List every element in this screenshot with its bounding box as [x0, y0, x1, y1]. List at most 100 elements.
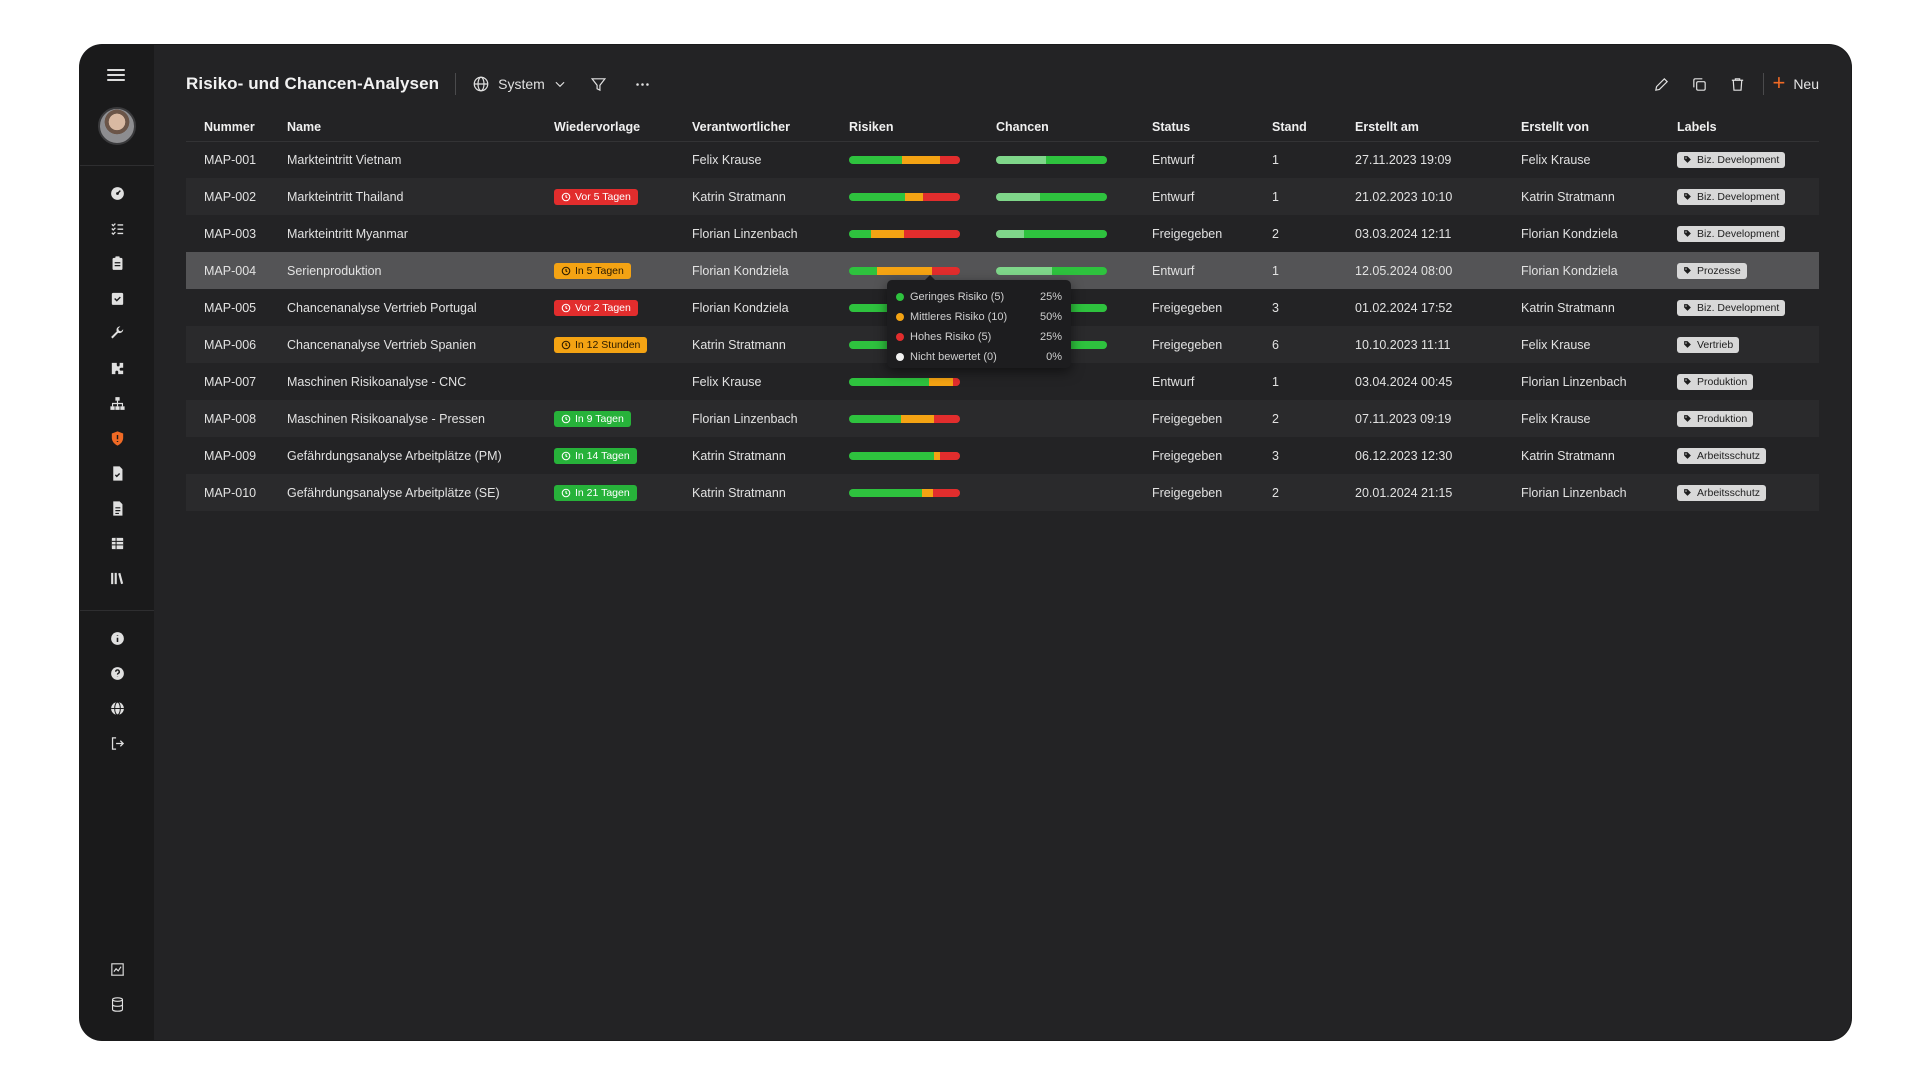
cell-labels: Biz. Development: [1677, 215, 1819, 252]
more-button[interactable]: [631, 72, 655, 96]
cell-chances: [996, 141, 1152, 178]
sidebar-item-checklist[interactable]: [100, 211, 134, 246]
sidebar-item-chart[interactable]: [100, 952, 134, 987]
column-header[interactable]: Labels: [1677, 114, 1819, 142]
label-chip[interactable]: Biz. Development: [1677, 188, 1786, 205]
scope-dropdown[interactable]: System: [472, 75, 567, 93]
filter-button[interactable]: [587, 72, 611, 96]
cell-created-by: Katrin Stratmann: [1521, 448, 1615, 463]
menu-icon[interactable]: [107, 67, 127, 83]
cell-status: Freigegeben: [1152, 474, 1272, 511]
table-row[interactable]: MAP-009 Gefährdungsanalyse Arbeitplätze (…: [186, 437, 1819, 474]
help-icon: [110, 667, 124, 680]
cell-number: MAP-003: [204, 226, 257, 241]
cell-risks: [849, 215, 996, 252]
table-row[interactable]: MAP-007 Maschinen Risikoanalyse - CNC Feli…: [186, 363, 1819, 400]
label-chip[interactable]: Arbeitsschutz: [1677, 484, 1767, 501]
cell-created-at: 03.04.2024 00:45: [1355, 374, 1453, 389]
risk-bar[interactable]: [849, 266, 960, 275]
sidebar-item-info[interactable]: [100, 621, 134, 656]
new-button[interactable]: + Neu: [1772, 72, 1819, 94]
sidebar-item-sitemap[interactable]: [100, 386, 134, 421]
sidebar-item-file-text[interactable]: [100, 491, 134, 526]
chance-bar[interactable]: [996, 229, 1107, 238]
table-row[interactable]: MAP-008 Maschinen Risikoanalyse - Pressen…: [186, 400, 1819, 437]
chance-bar[interactable]: [996, 266, 1107, 275]
copy-button[interactable]: [1687, 72, 1711, 96]
sidebar-item-calendar-check[interactable]: [100, 281, 134, 316]
sidebar-item-file-check[interactable]: [100, 456, 134, 491]
risk-bar[interactable]: [849, 414, 960, 423]
label-chip[interactable]: Vertrieb: [1677, 336, 1740, 353]
cell-number: MAP-009: [204, 448, 257, 463]
cell-labels: Prozesse: [1677, 252, 1819, 289]
file-text-icon: [112, 501, 122, 516]
sidebar-item-globe[interactable]: [100, 691, 134, 726]
followup-badge: In 12 Stunden: [554, 336, 648, 353]
label-chip[interactable]: Produktion: [1677, 373, 1754, 390]
label-text: Biz. Development: [1697, 153, 1780, 166]
label-chip[interactable]: Biz. Development: [1677, 225, 1786, 242]
toolbar: Risiko- und Chancen-Analysen System: [186, 67, 1819, 101]
cell-number: MAP-007: [204, 374, 257, 389]
followup-text: Vor 2 Tagen: [575, 301, 631, 314]
label-chip[interactable]: Arbeitsschutz: [1677, 447, 1767, 464]
risk-bar[interactable]: [849, 229, 960, 238]
column-header[interactable]: Verantwortlicher: [692, 114, 849, 142]
sidebar-item-puzzle[interactable]: [100, 351, 134, 386]
risk-high-segment: [904, 229, 960, 238]
column-header[interactable]: Status: [1152, 114, 1272, 142]
sidebar-item-clipboard[interactable]: [100, 246, 134, 281]
label-chip[interactable]: Produktion: [1677, 410, 1754, 427]
chance-bar[interactable]: [996, 155, 1107, 164]
edit-button[interactable]: [1649, 72, 1673, 96]
sidebar-item-logout[interactable]: [100, 726, 134, 761]
table-row[interactable]: MAP-003 Markteintritt Myanmar Florian Linz…: [186, 215, 1819, 252]
library-icon: [110, 572, 123, 585]
cell-followup: Vor 2 Tagen: [554, 289, 692, 326]
tooltip-percent: 25%: [1039, 331, 1062, 343]
sidebar-item-table[interactable]: [100, 526, 134, 561]
sidebar-item-help[interactable]: [100, 656, 134, 691]
column-header[interactable]: Stand: [1272, 114, 1355, 142]
risk-bar[interactable]: [849, 377, 960, 386]
trash-icon: [1731, 77, 1744, 91]
column-header[interactable]: Erstellt von: [1521, 114, 1677, 142]
table-row[interactable]: MAP-001 Markteintritt Vietnam Felix Krause…: [186, 141, 1819, 178]
risk-bar[interactable]: [849, 488, 960, 497]
cell-created-at: 27.11.2023 19:09: [1355, 152, 1452, 167]
sidebar-item-library[interactable]: [100, 561, 134, 596]
cell-labels: Arbeitsschutz: [1677, 474, 1819, 511]
table-row[interactable]: MAP-004 Serienproduktion In 5 Tagen Florian…: [186, 252, 1819, 289]
chance-bar[interactable]: [996, 192, 1107, 201]
label-chip[interactable]: Prozesse: [1677, 262, 1747, 279]
table-row[interactable]: MAP-002 Markteintritt Thailand Vor 5 Tagen…: [186, 178, 1819, 215]
table-header-row: Nummer Name Wiedervorlage Verantwortlicher R…: [186, 114, 1819, 142]
sidebar-divider: [80, 165, 154, 166]
avatar[interactable]: [98, 107, 136, 145]
risk-bar[interactable]: [849, 451, 960, 460]
column-header[interactable]: Chancen: [996, 114, 1152, 142]
column-header[interactable]: Risiken: [849, 114, 996, 142]
chance-high-segment: [1045, 155, 1107, 164]
risk-high-segment: [934, 414, 960, 423]
sidebar-item-wrench[interactable]: [100, 316, 134, 351]
sidebar-item-dashboard[interactable]: [100, 176, 134, 211]
table-row[interactable]: MAP-005 Chancenanalyse Vertrieb Portugal V…: [186, 289, 1819, 326]
label-chip[interactable]: Biz. Development: [1677, 151, 1786, 168]
table-row[interactable]: MAP-010 Gefährdungsanalyse Arbeitplätze (…: [186, 474, 1819, 511]
label-chip[interactable]: Biz. Development: [1677, 299, 1786, 316]
tag-icon: [1684, 193, 1691, 200]
cell-name: Maschinen Risikoanalyse - CNC: [287, 374, 467, 389]
sidebar-item-database[interactable]: [100, 987, 134, 1022]
risk-bar[interactable]: [849, 192, 960, 201]
sidebar-item-shield[interactable]: [100, 421, 134, 456]
column-header[interactable]: Erstellt am: [1355, 114, 1521, 142]
column-header[interactable]: Nummer: [186, 114, 287, 142]
column-header[interactable]: Wiedervorlage: [554, 114, 692, 142]
followup-badge: In 14 Tagen: [554, 447, 637, 464]
column-header[interactable]: Name: [287, 114, 554, 142]
delete-button[interactable]: [1725, 72, 1749, 96]
cell-owner: Katrin Stratmann: [692, 474, 849, 511]
risk-bar[interactable]: [849, 155, 960, 164]
